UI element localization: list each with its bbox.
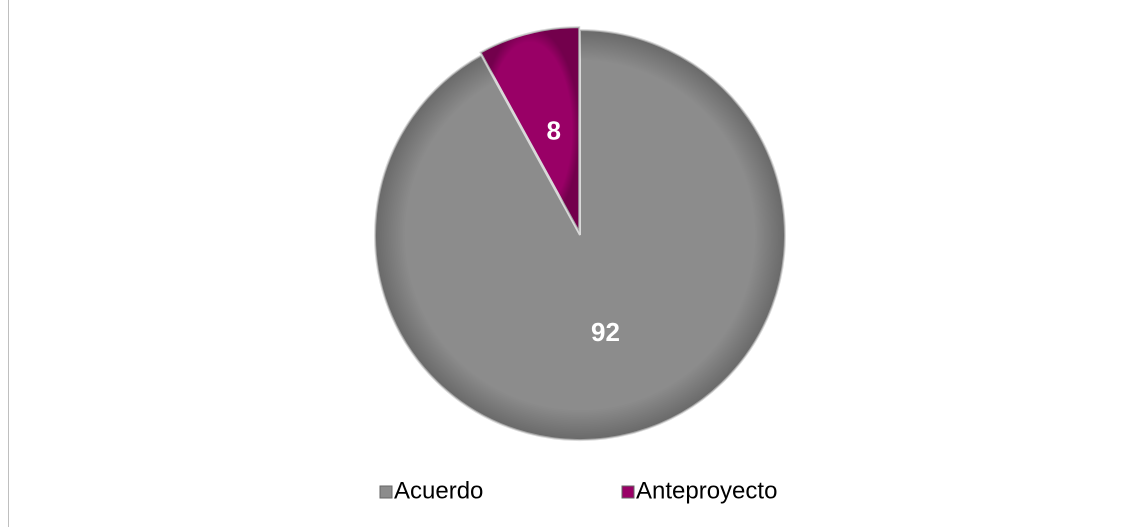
legend-label: Anteproyecto bbox=[636, 477, 777, 504]
data-label: 92 bbox=[591, 317, 620, 347]
legend-swatch bbox=[621, 485, 635, 499]
legend-swatch bbox=[379, 485, 393, 499]
legend-label: Acuerdo bbox=[394, 477, 483, 504]
data-label: 8 bbox=[547, 116, 561, 146]
